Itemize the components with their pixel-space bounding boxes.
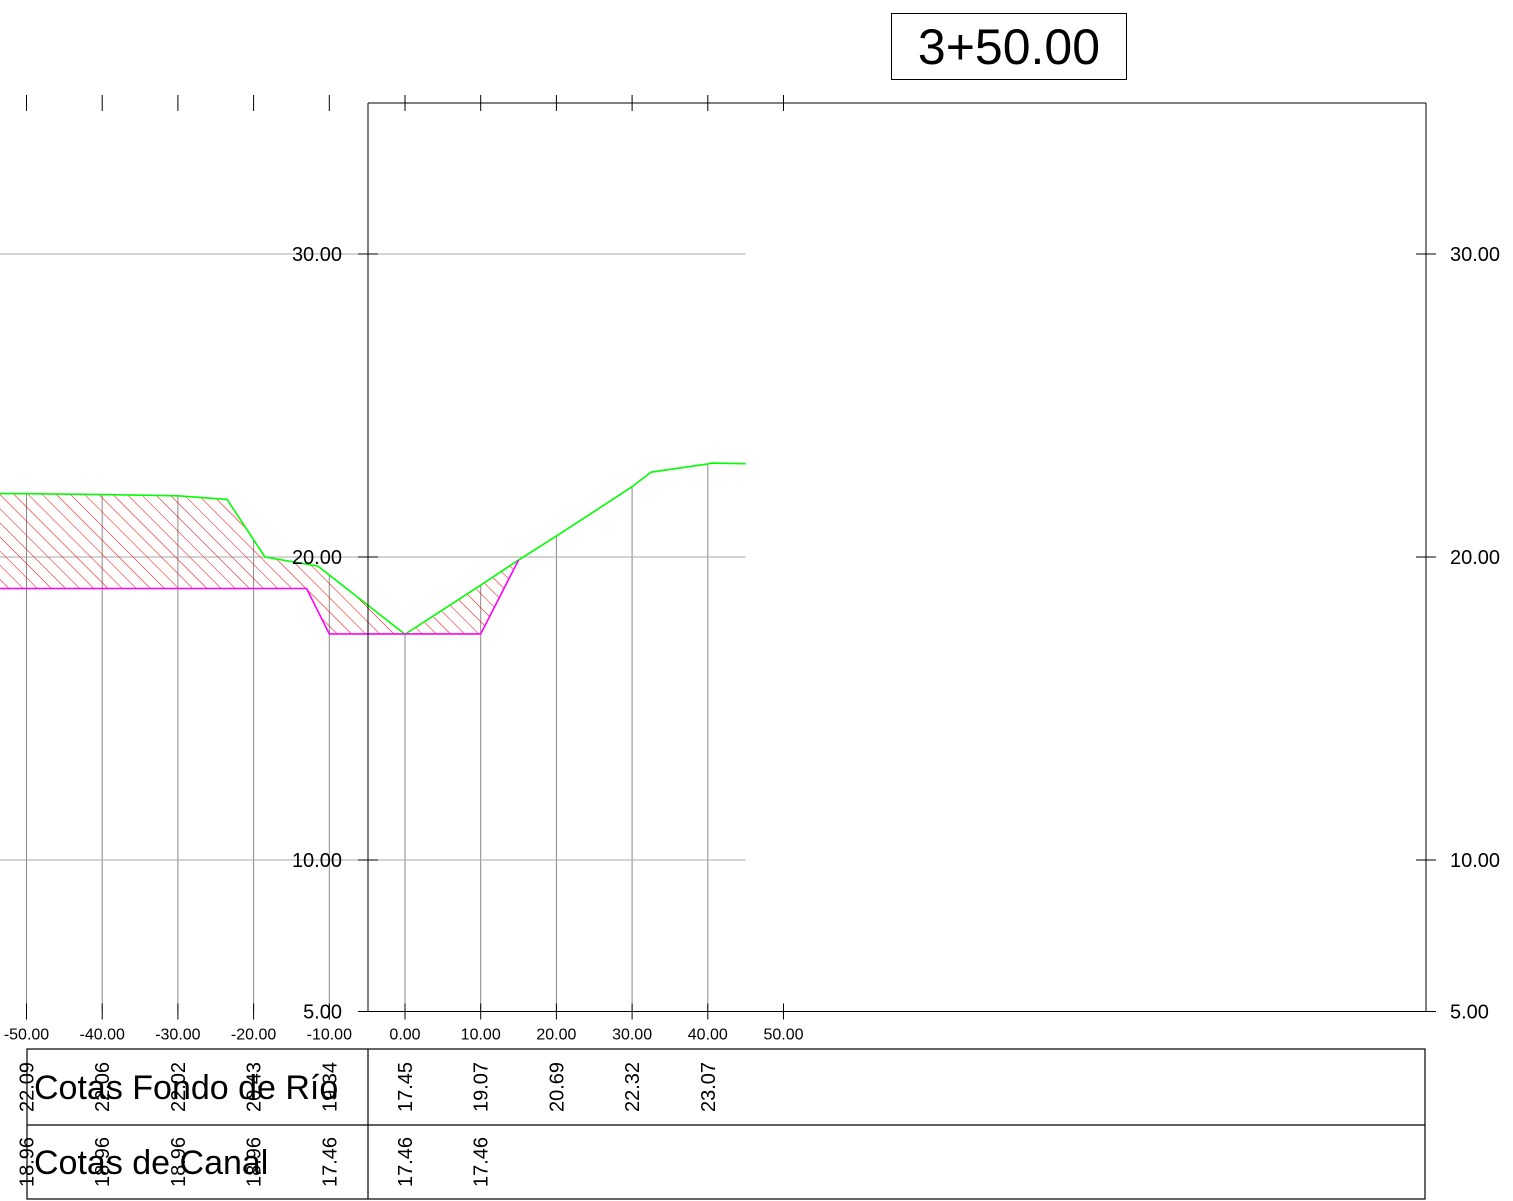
x-tick-label: 30.00	[612, 1027, 652, 1044]
y-tick-label-left: 10.00	[292, 850, 342, 872]
table-row-label: Cotas de Canal	[34, 1144, 268, 1182]
x-tick-label: -40.00	[80, 1027, 125, 1044]
table-cell-value: 17.46	[395, 1137, 417, 1187]
axes: -80.00-70.00-60.00-50.00-40.00-30.00-20.…	[4, 95, 1500, 1044]
table-cell-value: 23.07	[698, 1062, 720, 1112]
x-tick-label: 20.00	[536, 1027, 576, 1044]
y-tick-label-left: 5.00	[303, 1002, 342, 1024]
table-cell-value: 22.09	[17, 1062, 39, 1112]
table-cell-value: 18.96	[17, 1137, 39, 1187]
elevation-table: Cotas Fondo de Río22.1222.1122.1022.0922…	[17, 1048, 1426, 1200]
x-tick-label: -10.00	[307, 1027, 352, 1044]
profile-lines	[0, 462, 746, 636]
table-cell-value: 19.34	[319, 1062, 341, 1112]
table-cell-value: 17.45	[395, 1062, 417, 1112]
y-tick-label-right: 20.00	[1450, 547, 1500, 569]
y-tick-label-right: 30.00	[1450, 244, 1500, 266]
x-tick-label: -50.00	[4, 1027, 49, 1044]
table-cell-value: 17.46	[319, 1137, 341, 1187]
table-cell-value: 22.06	[92, 1062, 114, 1112]
table-cell-value: 20.69	[546, 1062, 568, 1112]
x-tick-label: -30.00	[155, 1027, 200, 1044]
y-tick-label-right: 10.00	[1450, 850, 1500, 872]
table-cell-value: 22.32	[622, 1062, 644, 1112]
table-cell-value: 18.96	[168, 1137, 190, 1187]
y-tick-label-right: 5.00	[1450, 1002, 1489, 1024]
cut-hatch-area	[0, 493, 519, 635]
station-label: 3+50.00	[891, 13, 1127, 80]
table-cell-value: 19.07	[471, 1062, 493, 1112]
x-tick-label: 50.00	[763, 1027, 803, 1044]
y-tick-label-left: 20.00	[292, 547, 342, 569]
x-tick-label: 0.00	[389, 1027, 420, 1044]
table-cell-value: 18.96	[244, 1137, 266, 1187]
table-cell-value: 17.46	[471, 1137, 493, 1187]
table-border	[26, 1048, 1426, 1200]
y-tick-label-left: 30.00	[292, 244, 342, 266]
table-cell-value: 22.02	[168, 1062, 190, 1112]
ground-profile-line	[0, 462, 746, 636]
canal-profile-line	[0, 559, 520, 635]
x-tick-label: 10.00	[461, 1027, 501, 1044]
x-tick-label: 40.00	[688, 1027, 728, 1044]
table-row-label: Cotas Fondo de Río	[34, 1069, 338, 1107]
table-cell-value: 18.96	[92, 1137, 114, 1187]
table-cell-value: 20.43	[244, 1062, 266, 1112]
cut-fill-hatch	[0, 493, 519, 635]
x-tick-label: -20.00	[231, 1027, 276, 1044]
